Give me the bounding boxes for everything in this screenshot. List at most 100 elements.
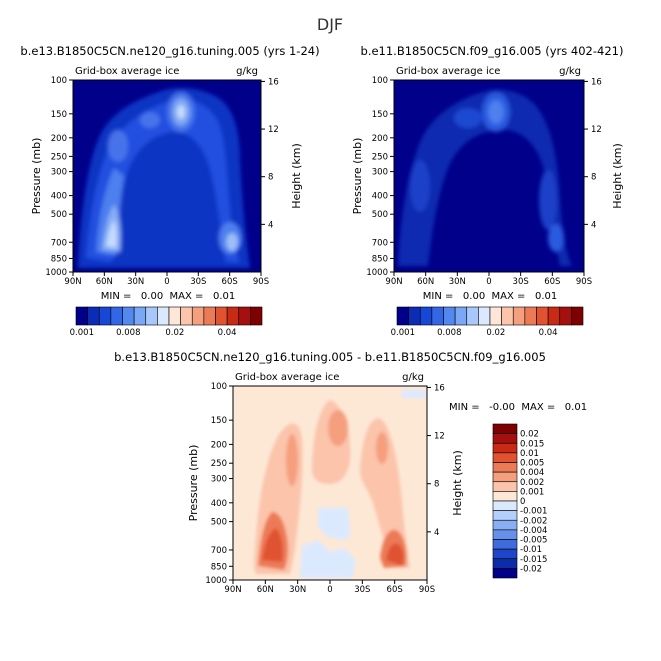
- colorbar-swatch: [87, 306, 100, 326]
- panel-c-pressure-axis: 100 150 200 250 300 400 500 700 850 1000: [205, 382, 233, 586]
- colorbar-swatch: [492, 452, 518, 463]
- latitude-tick-label: 30S: [513, 277, 529, 287]
- panel-a-height-axis: 16 12 8 4: [261, 77, 279, 230]
- panel-a-latitude-axis: 90N 60N 30N 0 30S 60S 90S: [64, 272, 269, 287]
- colorbar-swatch: [145, 306, 158, 326]
- height-tick-label: 8: [268, 173, 273, 183]
- colorbar-swatch: [501, 306, 514, 326]
- latitude-tick-label: 60S: [387, 585, 403, 595]
- pressure-tick-label: 200: [211, 440, 227, 450]
- panel-b-pressure-axis: 100 150 200 250 300 400 500 700 850 1000: [366, 76, 394, 278]
- pressure-tick-label: 100: [51, 76, 67, 86]
- panel-b-title: b.e11.B1850C5CN.f09_g16.005 (yrs 402-421…: [361, 44, 624, 58]
- pressure-tick-label: 300: [211, 475, 227, 485]
- latitude-tick-label: 90S: [253, 277, 269, 287]
- colorbar-swatch: [157, 306, 170, 326]
- pressure-tick-label: 700: [211, 546, 227, 556]
- height-tick-label: 12: [434, 432, 445, 442]
- colorbar-swatch: [492, 539, 518, 550]
- latitude-tick-label: 90S: [576, 277, 592, 287]
- panel-b-subtitle-left: Grid-box average ice: [396, 66, 500, 77]
- panel-a-ylabel-right: Height (km): [290, 143, 303, 209]
- colorbar-label: 0.008: [437, 328, 461, 338]
- colorbar-swatch: [492, 462, 518, 473]
- height-tick-label: 16: [591, 77, 602, 87]
- panel-model-b: b.e11.B1850C5CN.f09_g16.005 (yrs 402-421…: [351, 44, 624, 338]
- panel-b-ylabel-right: Height (km): [611, 143, 624, 209]
- colorbar-swatch: [492, 442, 518, 454]
- panel-c-minmax: MIN = -0.00 MAX = 0.01: [449, 402, 587, 413]
- colorbar-swatch: [492, 529, 518, 540]
- panel-b-contour-field: [394, 80, 584, 272]
- pressure-tick-label: 500: [211, 518, 227, 528]
- colorbar-swatch: [419, 306, 433, 326]
- colorbar-swatch: [492, 481, 518, 492]
- panel-model-a: b.e13.B1850C5CN.ne120_g16.tuning.005 (yr…: [20, 44, 319, 338]
- colorbar-swatch: [250, 306, 263, 326]
- latitude-tick-label: 90S: [419, 585, 435, 595]
- colorbar-swatch: [492, 558, 518, 569]
- colorbar-label: -0.005: [520, 536, 547, 546]
- colorbar-label: 0.01: [520, 449, 539, 459]
- colorbar-swatch: [396, 306, 409, 326]
- panel-a-subtitle-right: g/kg: [236, 66, 258, 77]
- colorbar-swatch: [133, 306, 147, 326]
- pressure-tick-label: 150: [372, 110, 388, 120]
- colorbar-label: 0.005: [520, 459, 544, 469]
- panel-b-colorbar: 0.001 0.008 0.02 0.04: [391, 306, 584, 338]
- panel-c-ylabel-right: Height (km): [451, 450, 464, 516]
- height-tick-label: 12: [268, 125, 279, 135]
- height-tick-label: 4: [268, 220, 273, 230]
- colorbar-label: -0.015: [520, 555, 547, 565]
- height-tick-label: 12: [591, 125, 602, 135]
- latitude-tick-label: 90N: [64, 277, 81, 287]
- pressure-tick-label: 300: [51, 168, 67, 178]
- panel-a-subtitle-left: Grid-box average ice: [75, 66, 179, 77]
- panel-b-ylabel: Pressure (mb): [351, 138, 364, 215]
- panel-b-latitude-axis: 90N 60N 30N 0 30S 60S 90S: [385, 272, 592, 287]
- colorbar-swatch: [559, 306, 572, 326]
- pressure-tick-label: 250: [372, 152, 388, 162]
- pressure-tick-label: 100: [211, 382, 227, 392]
- pressure-tick-label: 500: [51, 210, 67, 220]
- pressure-tick-label: 400: [372, 192, 388, 202]
- colorbar-label: 0.015: [520, 439, 544, 449]
- colorbar-swatch: [122, 306, 135, 326]
- colorbar-label: 0.04: [539, 328, 558, 338]
- colorbar-label: 0.001: [520, 487, 544, 497]
- colorbar-swatch: [168, 306, 181, 326]
- pressure-tick-label: 150: [211, 416, 227, 426]
- pressure-tick-label: 250: [51, 152, 67, 162]
- colorbar-swatch: [466, 306, 479, 326]
- latitude-tick-label: 30S: [190, 277, 206, 287]
- colorbar-swatch: [489, 306, 502, 326]
- panel-a-colorbar: 0.001 0.008 0.02 0.04: [70, 306, 263, 338]
- colorbar-label: 0.001: [70, 328, 94, 338]
- latitude-tick-label: 90N: [224, 585, 241, 595]
- colorbar-label: -0.004: [520, 526, 547, 536]
- pressure-tick-label: 300: [372, 168, 388, 178]
- colorbar-swatch: [492, 471, 518, 483]
- pressure-tick-label: 400: [211, 499, 227, 509]
- colorbar-swatch: [492, 519, 518, 531]
- colorbar-swatch: [492, 568, 518, 579]
- latitude-tick-label: 60S: [222, 277, 238, 287]
- panel-c-latitude-axis: 90N 60N 30N 0 30S 60S 90S: [224, 580, 435, 595]
- panel-c-ylabel: Pressure (mb): [187, 445, 200, 522]
- pressure-tick-label: 700: [372, 238, 388, 248]
- latitude-tick-label: 0: [164, 277, 169, 287]
- colorbar-swatch: [75, 306, 88, 326]
- colorbar-label: 0.002: [520, 478, 544, 488]
- colorbar-swatch: [536, 306, 549, 326]
- panel-c-title: b.e13.B1850C5CN.ne120_g16.tuning.005 - b…: [114, 350, 546, 364]
- pressure-tick-label: 400: [51, 192, 67, 202]
- colorbar-label: 0: [520, 497, 525, 507]
- colorbar-swatch: [492, 500, 518, 511]
- latitude-tick-label: 30N: [449, 277, 466, 287]
- pressure-tick-label: 150: [51, 110, 67, 120]
- colorbar-swatch: [512, 306, 526, 326]
- pressure-tick-label: 850: [372, 254, 388, 264]
- height-tick-label: 8: [591, 173, 596, 183]
- colorbar-label: -0.001: [520, 507, 547, 517]
